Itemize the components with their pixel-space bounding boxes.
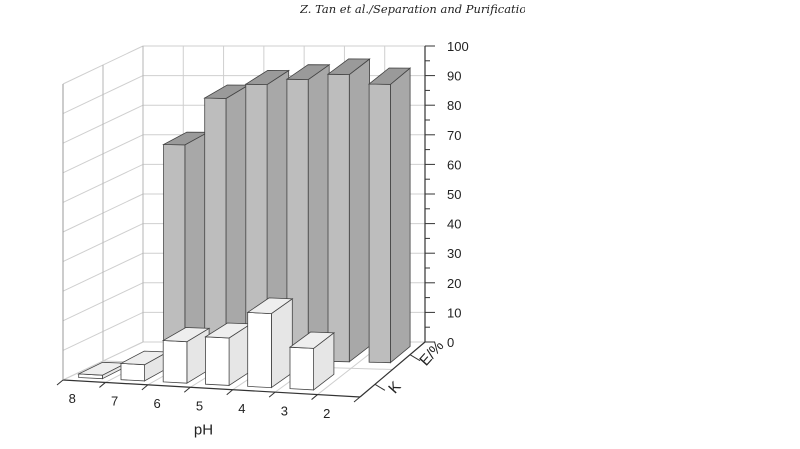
x-axis-line bbox=[62, 379, 361, 398]
x-tick-label: 7 bbox=[111, 394, 118, 409]
bar-front-face bbox=[205, 336, 230, 386]
back-bar-2 bbox=[367, 67, 412, 364]
front-bar-3 bbox=[288, 331, 336, 391]
bar-front-face bbox=[368, 83, 391, 364]
bar-side-face bbox=[270, 298, 293, 389]
bar-front-face bbox=[247, 311, 272, 389]
front-bar-6 bbox=[161, 327, 211, 384]
z-label-front: K bbox=[385, 378, 404, 397]
y-tick-label: 60 bbox=[447, 157, 461, 172]
z-tick bbox=[409, 354, 421, 362]
bar-top-face bbox=[161, 327, 211, 343]
y-tick-label: 10 bbox=[447, 305, 461, 320]
x-tick-label: 3 bbox=[281, 403, 288, 418]
front-bar-7 bbox=[119, 350, 169, 382]
x-tick-label: 6 bbox=[153, 396, 160, 411]
axes-layer bbox=[56, 45, 435, 403]
y-tick-label: 40 bbox=[447, 217, 461, 232]
bar-side-face bbox=[348, 58, 371, 363]
y-tick-label: 90 bbox=[447, 69, 461, 84]
y-tick-label: 100 bbox=[447, 39, 469, 54]
x-tick bbox=[268, 391, 276, 398]
y-tick-label: 0 bbox=[447, 335, 454, 350]
y-tick-label: 20 bbox=[447, 276, 461, 291]
front-bar-5 bbox=[204, 322, 252, 387]
x-tick-label: 8 bbox=[69, 391, 76, 406]
z-axis-line bbox=[359, 341, 426, 398]
bar-front-face bbox=[120, 362, 146, 382]
back-bars-group bbox=[162, 58, 412, 364]
back-bar-4 bbox=[285, 64, 331, 362]
x-axis-title: pH bbox=[194, 422, 213, 439]
back-bar-6 bbox=[203, 84, 250, 360]
bar-top-face bbox=[246, 297, 294, 315]
bar-top-face bbox=[244, 69, 291, 86]
x-tick bbox=[99, 382, 106, 388]
bar-side-face bbox=[225, 84, 249, 360]
x-tick bbox=[226, 389, 234, 396]
x-tick-label: 2 bbox=[323, 406, 330, 421]
front-bar-8 bbox=[77, 361, 128, 380]
back-bar-7 bbox=[162, 131, 210, 359]
bar-front-face bbox=[289, 346, 315, 391]
x-tick-label: 4 bbox=[238, 401, 245, 416]
bar-front-face bbox=[163, 144, 186, 359]
bar-side-face bbox=[307, 64, 330, 362]
y-tick-label: 50 bbox=[447, 187, 461, 202]
x-tick bbox=[141, 384, 149, 391]
x-tick bbox=[353, 396, 361, 403]
z-tick bbox=[374, 383, 386, 391]
bar-top-face bbox=[326, 58, 371, 76]
x-tick bbox=[183, 386, 191, 393]
bar-front-face bbox=[327, 73, 350, 363]
bar-top-face bbox=[367, 67, 412, 85]
running-header: Z. Tan et al./Separation and Purificatio… bbox=[300, 2, 525, 16]
x-tick bbox=[56, 379, 64, 386]
y-tick-label: 70 bbox=[447, 128, 461, 143]
bar-side-face bbox=[389, 67, 411, 364]
back-bar-3 bbox=[326, 58, 371, 363]
y-tick-label: 30 bbox=[447, 246, 461, 261]
bar-front-face bbox=[204, 97, 227, 360]
x-tick-label: 5 bbox=[196, 399, 203, 414]
y-tick-label: 80 bbox=[447, 98, 461, 113]
bar-front-face bbox=[162, 340, 188, 384]
bar-top-face bbox=[285, 64, 331, 81]
x-tick bbox=[311, 394, 318, 400]
bar-top-face bbox=[288, 331, 336, 349]
front-bar-4 bbox=[246, 297, 294, 389]
front-bars-group bbox=[77, 297, 336, 391]
